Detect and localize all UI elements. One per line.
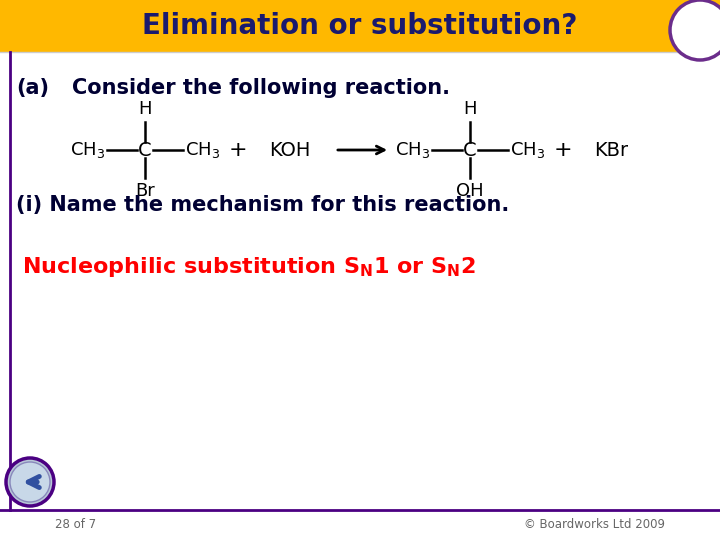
Text: Br: Br (135, 182, 155, 200)
Circle shape (670, 0, 720, 60)
Text: OH: OH (456, 182, 484, 200)
Text: Consider the following reaction.: Consider the following reaction. (72, 78, 450, 98)
Text: KBr: KBr (594, 140, 628, 159)
Text: +: + (554, 140, 572, 160)
Text: CH$_3$: CH$_3$ (185, 140, 220, 160)
Bar (0, 0, 720, 52)
Text: Nucleophilic substitution S$_\mathregular{N}$1 or S$_\mathregular{N}$2: Nucleophilic substitution S$_\mathregula… (22, 255, 476, 279)
Text: 28 of 7: 28 of 7 (55, 518, 96, 531)
Text: KOH: KOH (269, 140, 311, 159)
Text: C: C (463, 140, 477, 159)
Text: Elimination or substitution?: Elimination or substitution? (143, 12, 577, 40)
Text: (a): (a) (16, 78, 49, 98)
Text: © Boardworks Ltd 2009: © Boardworks Ltd 2009 (524, 518, 665, 531)
Circle shape (10, 462, 50, 502)
Text: CH$_3$: CH$_3$ (395, 140, 430, 160)
Text: (i) Name the mechanism for this reaction.: (i) Name the mechanism for this reaction… (16, 195, 509, 215)
Text: H: H (463, 100, 477, 118)
Text: CH$_3$: CH$_3$ (510, 140, 545, 160)
Text: C: C (138, 140, 152, 159)
Text: H: H (138, 100, 152, 118)
Text: CH$_3$: CH$_3$ (70, 140, 105, 160)
Text: +: + (229, 140, 247, 160)
Circle shape (6, 458, 54, 506)
